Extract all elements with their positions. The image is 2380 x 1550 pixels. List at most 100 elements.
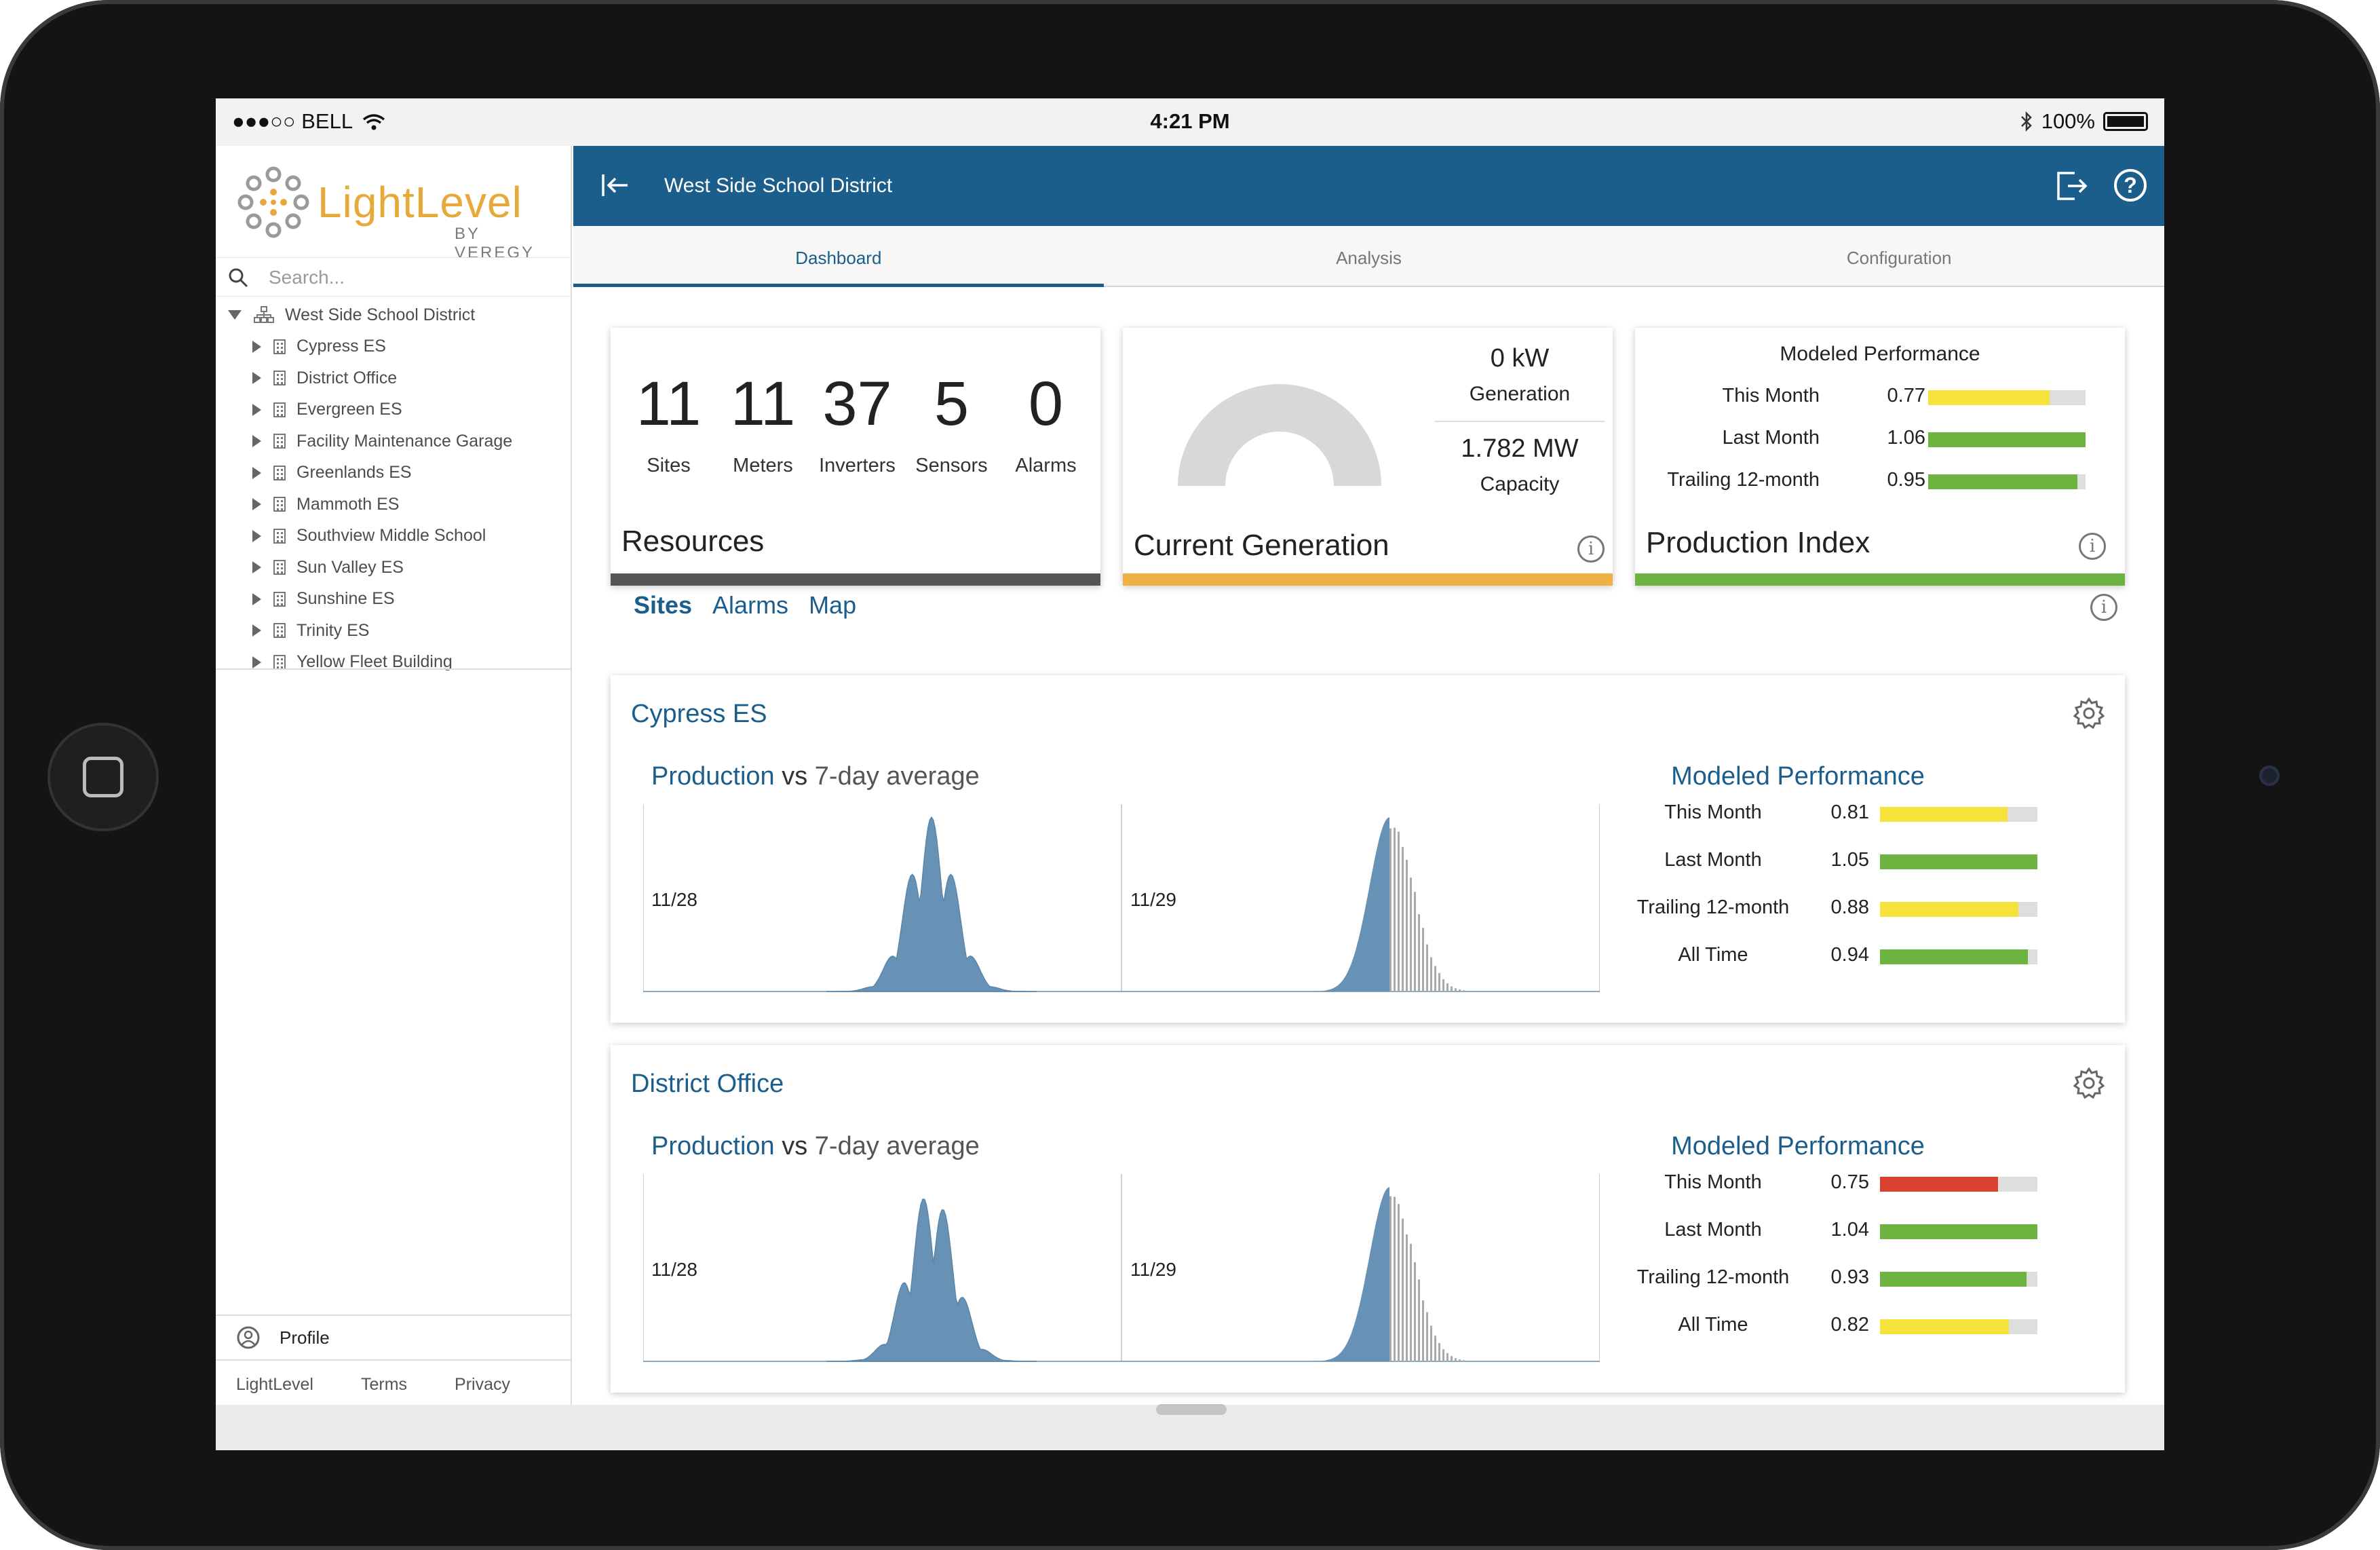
tab-configuration[interactable]: Configuration <box>1846 248 1952 268</box>
gear-icon[interactable] <box>2073 697 2105 730</box>
tree-item[interactable]: Trinity ES <box>216 615 572 647</box>
resources-card[interactable]: 11 Sites 11 Meters 37 Inverters 5 Sensors 0 Alarm… <box>611 328 1100 586</box>
brand-sub: BY VEREGY <box>455 225 535 262</box>
footer-link-terms[interactable]: Terms <box>360 1374 408 1394</box>
search-box[interactable]: Search... <box>216 257 572 297</box>
average-bar <box>1398 1204 1400 1361</box>
building-icon <box>273 591 286 607</box>
tree-item[interactable]: Facility Maintenance Garage <box>216 426 572 457</box>
performance-row: Last Month 1.04 <box>1628 1219 2103 1246</box>
site-card[interactable]: Cypress ES Production vs 7-day average Mod… <box>611 675 2125 1023</box>
tree-item[interactable]: Mammoth ES <box>216 489 572 521</box>
current-generation-card[interactable]: 0 kW Generation 1.782 MW Capacity Curren… <box>1123 328 1613 586</box>
resource-count-value: 0 <box>1028 369 1064 438</box>
expand-caret-icon[interactable] <box>252 656 261 668</box>
modeled-performance-header: Modeled Performance <box>1671 762 1925 791</box>
tab-analysis[interactable]: Analysis <box>1336 248 1402 268</box>
expand-caret-icon[interactable] <box>252 340 261 353</box>
expand-caret-icon[interactable] <box>252 561 261 574</box>
expand-caret-icon[interactable] <box>252 529 261 542</box>
performance-bar-fill <box>1880 1224 2037 1239</box>
brand-name: LightLevel <box>318 178 522 227</box>
main-panel: West Side School District ? Dashboard An… <box>573 146 2164 1450</box>
performance-label: This Month <box>1664 801 1762 823</box>
home-button[interactable] <box>47 723 159 831</box>
expand-caret-icon[interactable] <box>252 592 261 605</box>
average-bar <box>1471 1361 1473 1362</box>
performance-bar <box>1880 1272 2037 1287</box>
generation-value: 0 kW <box>1490 344 1550 373</box>
tree-item[interactable]: District Office <box>216 362 572 394</box>
generation-stats: 0 kW Generation 1.782 MW Capacity <box>1428 344 1611 496</box>
expand-caret-icon[interactable] <box>252 372 261 385</box>
footer-link-lightlevel[interactable]: LightLevel <box>236 1374 313 1394</box>
expand-caret-icon[interactable] <box>252 403 261 416</box>
expand-caret-icon[interactable] <box>252 466 261 479</box>
tree-item[interactable]: Cypress ES <box>216 331 572 363</box>
average-bar <box>1430 957 1432 991</box>
resource-counts: 11 Sites 11 Meters 37 Inverters 5 Sensors 0 Alarm… <box>611 368 1099 477</box>
performance-value: 1.06 <box>1887 427 1925 449</box>
production-title: Production vs 7-day average <box>651 1132 980 1161</box>
average-bar <box>1426 944 1428 991</box>
tree-item[interactable]: Sunshine ES <box>216 584 572 616</box>
help-icon[interactable]: ? <box>2114 169 2147 202</box>
performance-bar <box>1928 390 2086 405</box>
resources-title: Resources <box>621 525 765 558</box>
tree-root-label: West Side School District <box>285 305 476 324</box>
tree-item[interactable]: Greenlands ES <box>216 457 572 489</box>
average-bar <box>1455 1358 1457 1361</box>
search-input[interactable]: Search... <box>269 267 345 288</box>
subnav-sites[interactable]: Sites <box>634 591 693 619</box>
building-icon <box>273 339 286 354</box>
subnav-alarms[interactable]: Alarms <box>712 591 789 619</box>
average-bar <box>1438 1343 1440 1361</box>
production-title: Production vs 7-day average <box>651 762 980 791</box>
gear-icon[interactable] <box>2073 1067 2105 1099</box>
site-card[interactable]: District Office Production vs 7-day avera… <box>611 1045 2125 1393</box>
tree-item-label: Mammoth ES <box>296 494 400 514</box>
profile-link[interactable]: Profile <box>216 1316 572 1361</box>
subnav-map[interactable]: Map <box>809 591 857 619</box>
tab-bar: Dashboard Analysis Configuration <box>573 226 2164 287</box>
performance-bar-fill <box>1928 474 2078 489</box>
tree-item[interactable]: Sun Valley ES <box>216 552 572 584</box>
footer-link-privacy[interactable]: Privacy <box>455 1374 511 1394</box>
day-label: 11/28 <box>651 889 697 910</box>
status-right: 100% <box>2020 109 2148 134</box>
tree-root[interactable]: West Side School District <box>216 299 572 331</box>
performance-bar-fill <box>1928 390 2050 405</box>
org-chart-icon <box>254 306 274 324</box>
sidebar-footer: Profile LightLevel Terms Privacy <box>216 1315 572 1408</box>
day-label: 11/29 <box>1130 1259 1176 1280</box>
performance-value: 0.94 <box>1830 944 1869 966</box>
average-bar <box>1402 847 1404 991</box>
average-bar <box>1438 972 1440 991</box>
site-name[interactable]: District Office <box>631 1070 784 1098</box>
tree-item[interactable]: Evergreen ES <box>216 394 572 426</box>
building-icon <box>273 560 286 575</box>
building-icon <box>273 402 286 417</box>
sites-subnav: Sites Alarms Map <box>634 591 856 620</box>
collapse-caret-icon[interactable] <box>228 310 242 320</box>
resource-count-label: Sites <box>647 455 691 476</box>
expand-caret-icon[interactable] <box>252 624 261 637</box>
average-bar <box>1394 827 1396 991</box>
info-icon[interactable]: i <box>1577 535 1605 563</box>
production-index-card[interactable]: Modeled Performance Production Index i T… <box>1635 328 2125 586</box>
info-icon[interactable]: i <box>2079 533 2106 560</box>
resource-count: 0 Alarms <box>999 368 1093 477</box>
tab-dashboard[interactable]: Dashboard <box>573 226 1104 287</box>
performance-bar-fill <box>1880 807 2008 822</box>
tree-item[interactable]: Southview Middle School <box>216 521 572 552</box>
home-indicator[interactable] <box>1156 1404 1227 1415</box>
expand-caret-icon[interactable] <box>252 498 261 511</box>
resource-count-label: Inverters <box>819 455 896 476</box>
tree-item[interactable]: Yellow Fleet Building <box>216 647 572 679</box>
logout-icon[interactable] <box>2056 170 2088 202</box>
expand-caret-icon[interactable] <box>252 435 261 448</box>
tree-item-label: Sunshine ES <box>296 589 395 609</box>
collapse-sidebar-icon[interactable] <box>600 172 630 199</box>
info-icon[interactable]: i <box>2090 594 2117 621</box>
site-name[interactable]: Cypress ES <box>631 700 767 728</box>
